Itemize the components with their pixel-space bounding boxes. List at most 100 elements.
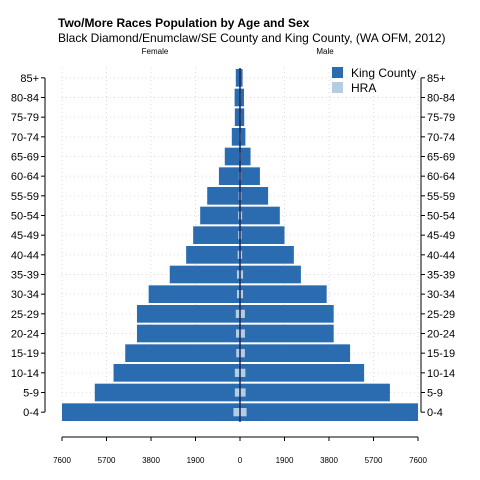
age-label-right: 0-4 <box>427 407 443 419</box>
bar-male-hra <box>240 270 244 279</box>
x-tick-label: 1900 <box>187 456 205 465</box>
bar-female-king-county <box>169 265 240 284</box>
age-label-left: 30-34 <box>11 289 39 301</box>
bar-female-hra <box>236 290 240 299</box>
x-tick-label: 5700 <box>98 456 116 465</box>
bar-female-king-county <box>235 69 240 87</box>
age-label-left: 55-59 <box>11 191 39 203</box>
age-label-left: 5-9 <box>23 388 39 400</box>
bar-male-hra <box>240 290 244 299</box>
bar-female-king-county <box>94 383 240 402</box>
bar-female-king-county <box>125 344 240 362</box>
female-side-label: Female <box>142 47 169 56</box>
bar-female-hra <box>236 329 240 338</box>
bar-male-hra <box>240 408 247 417</box>
age-label-left: 40-44 <box>11 250 39 262</box>
bar-female-hra <box>234 388 240 397</box>
bars <box>62 68 418 422</box>
age-label-right: 40-44 <box>427 250 455 262</box>
age-label-left: 0-4 <box>23 407 39 419</box>
bar-male-king-county <box>240 265 301 284</box>
bar-female-king-county <box>234 88 240 107</box>
legend-label: King County <box>351 66 416 80</box>
bar-female-king-county <box>224 147 240 166</box>
bar-female-hra <box>237 250 240 259</box>
bar-female-king-county <box>136 324 240 343</box>
age-label-right: 75-79 <box>427 112 455 124</box>
bar-female-king-county <box>186 246 240 264</box>
bar-male-king-county <box>240 226 285 244</box>
age-label-right: 35-39 <box>427 270 455 282</box>
bar-female-king-county <box>62 403 240 421</box>
age-label-right: 25-29 <box>427 309 455 321</box>
bar-female-king-county <box>234 108 240 126</box>
bar-female-hra <box>238 231 240 240</box>
bar-female-hra <box>233 408 240 417</box>
x-tick-label: 0 <box>238 456 243 465</box>
bar-female-king-county <box>218 167 240 185</box>
bar-male-hra <box>240 231 242 240</box>
age-label-left: 65-69 <box>11 152 39 164</box>
age-label-left: 70-74 <box>11 132 39 144</box>
age-label-right: 80-84 <box>427 93 455 105</box>
chart-subtitle: Black Diamond/Enumclaw/SE County and Kin… <box>58 31 446 45</box>
bar-male-king-county <box>240 128 246 146</box>
x-tick-label: 3800 <box>142 456 160 465</box>
bar-female-king-county <box>193 226 240 244</box>
bar-female-king-county <box>231 128 240 146</box>
bar-male-hra <box>240 211 243 220</box>
bar-male-king-county <box>240 344 351 362</box>
bar-male-king-county <box>240 305 334 323</box>
age-label-right: 45-49 <box>427 230 455 242</box>
bar-male-king-county <box>240 383 390 402</box>
bar-male-king-county <box>240 69 243 87</box>
legend-label: HRA <box>351 81 376 95</box>
male-side-label: Male <box>316 47 334 56</box>
bar-female-king-county <box>136 305 240 323</box>
age-label-left: 35-39 <box>11 270 39 282</box>
bar-male-king-county <box>240 167 260 185</box>
age-label-right: 70-74 <box>427 132 455 144</box>
bar-male-king-county <box>240 403 418 421</box>
age-label-right: 5-9 <box>427 388 443 400</box>
axes: 0-4 0-4 5-9 5-9 10-14 10-14 15-19 15-19 20-24 20-… <box>11 73 455 465</box>
age-label-right: 60-64 <box>427 171 455 183</box>
age-label-left: 50-54 <box>11 211 39 223</box>
x-tick-label: 7600 <box>409 456 427 465</box>
bar-male-king-county <box>240 147 251 166</box>
age-label-left: 20-24 <box>11 329 39 341</box>
bar-male-hra <box>240 349 245 358</box>
bar-male-king-county <box>240 88 244 107</box>
x-tick-label: 5700 <box>365 456 383 465</box>
age-label-left: 25-29 <box>11 309 39 321</box>
age-label-left: 80-84 <box>11 93 39 105</box>
bar-female-king-county <box>207 187 240 205</box>
bar-male-king-county <box>240 187 269 205</box>
age-label-right: 20-24 <box>427 329 455 341</box>
bar-male-king-county <box>240 324 334 343</box>
age-label-right: 50-54 <box>427 211 455 223</box>
x-tick-label: 1900 <box>276 456 294 465</box>
legend-swatch <box>332 82 343 93</box>
age-label-left: 15-19 <box>11 348 39 360</box>
bar-female-hra <box>236 349 240 358</box>
bar-male-king-county <box>240 285 327 303</box>
age-label-right: 10-14 <box>427 368 455 380</box>
bar-female-hra <box>235 309 240 318</box>
age-label-left: 10-14 <box>11 368 39 380</box>
bar-female-hra <box>236 270 240 279</box>
legend-swatch <box>332 67 343 78</box>
age-label-right: 55-59 <box>427 191 455 203</box>
age-label-right: 85+ <box>427 73 446 85</box>
bar-male-king-county <box>240 246 294 264</box>
bar-female-hra <box>234 368 240 377</box>
bar-female-king-county <box>148 285 240 303</box>
bar-male-hra <box>240 250 243 259</box>
bar-female-king-county <box>200 206 240 225</box>
x-tick-label: 3800 <box>320 456 338 465</box>
chart-title: Two/More Races Population by Age and Sex <box>58 16 310 30</box>
age-label-left: 45-49 <box>11 230 39 242</box>
bar-male-hra <box>240 368 246 377</box>
